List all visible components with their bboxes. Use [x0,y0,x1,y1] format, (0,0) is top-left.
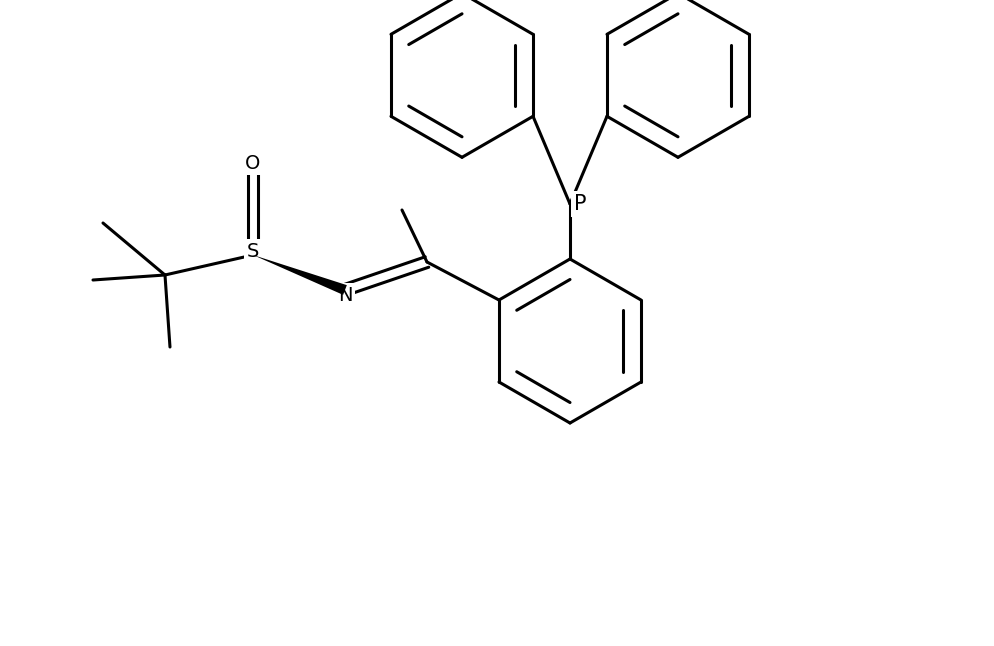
Text: P: P [574,194,586,214]
Text: S: S [247,242,259,260]
Text: N: N [338,286,352,304]
Polygon shape [253,255,347,295]
Text: O: O [246,154,260,172]
